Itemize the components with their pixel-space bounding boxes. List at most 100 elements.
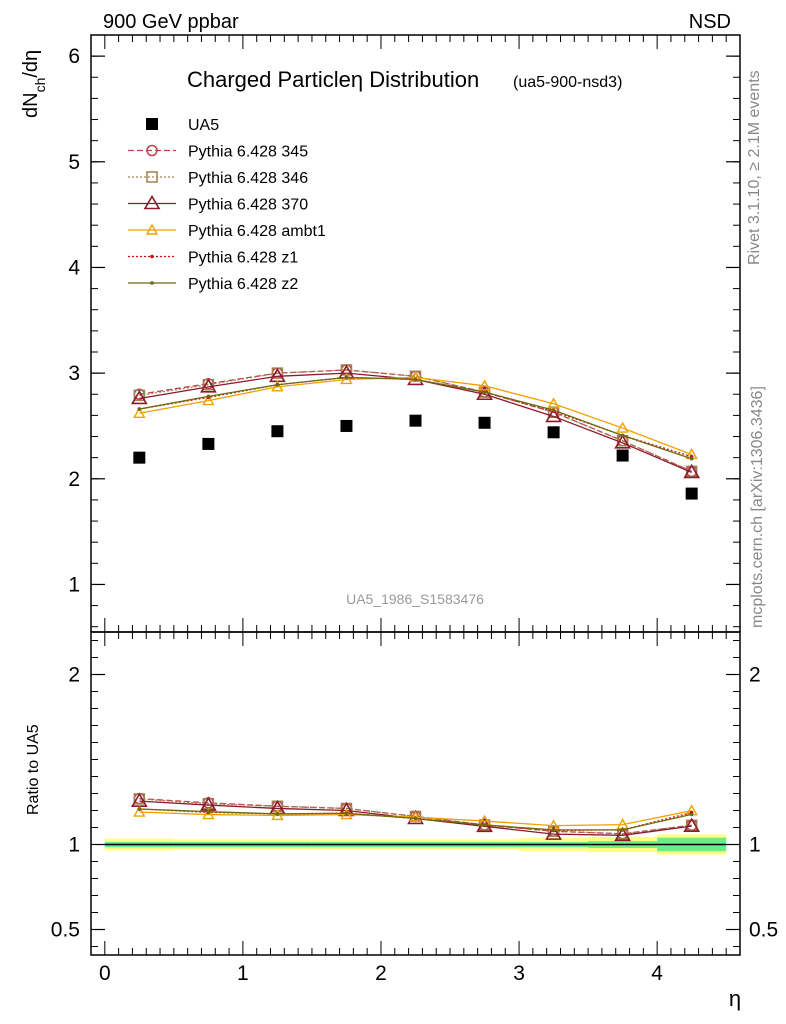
main-y-tick-label: 5 bbox=[68, 151, 80, 174]
main-y-axis: 1 2 3 4 5 6 bbox=[68, 35, 741, 632]
main-point bbox=[271, 425, 284, 438]
ratio-y-tick-label: 0.5 bbox=[51, 919, 80, 942]
main-point bbox=[478, 416, 491, 429]
legend-entry: Pythia 6.428 z1 bbox=[128, 250, 298, 267]
ratio-point bbox=[344, 811, 349, 816]
main-panel: 1 2 3 4 5 6 Charged Particleη Distribution (u… bbox=[20, 34, 741, 633]
chart-subtitle: (ua5-900-nsd3) bbox=[513, 74, 622, 91]
legend-label: UA5 bbox=[188, 117, 219, 134]
ratio-point bbox=[133, 805, 146, 817]
main-y-tick-label: 6 bbox=[68, 45, 80, 68]
ratio-y-axis-label: Ratio to UA5 bbox=[25, 724, 42, 815]
main-point bbox=[685, 487, 698, 500]
ratio-y-tick-label: 1 bbox=[68, 834, 80, 857]
main-series-group bbox=[130, 364, 701, 500]
x-tick-label: 1 bbox=[237, 962, 249, 985]
legend-marker bbox=[143, 194, 161, 210]
main-point bbox=[340, 373, 353, 385]
ratio-axes: 0.5 0.5 1 1 2 2 0 1 2 3 4 bbox=[51, 632, 778, 985]
main-point bbox=[683, 463, 701, 479]
main-point bbox=[206, 394, 211, 399]
x-tick-label: 2 bbox=[375, 962, 387, 985]
legend-marker bbox=[146, 118, 158, 130]
main-point bbox=[547, 426, 560, 439]
main-point bbox=[202, 394, 215, 406]
legend-label: Pythia 6.428 345 bbox=[188, 144, 308, 161]
analysis-watermark: UA5_1986_S1583476 bbox=[346, 591, 484, 607]
ratio-point bbox=[683, 817, 701, 832]
x-tick-label: 0 bbox=[99, 962, 111, 985]
legend-entry: Pythia 6.428 345 bbox=[128, 144, 308, 161]
main-series-line-1 bbox=[139, 369, 692, 472]
main-point bbox=[133, 451, 146, 464]
ratio-y-tick-label-right: 0.5 bbox=[749, 919, 778, 942]
legend: UA5 Pythia 6.428 345 Pythia 6.428 346 Pythi… bbox=[128, 117, 326, 293]
main-point bbox=[616, 421, 629, 433]
rivet-version-label: Rivet 3.1.10, ≥ 2.1M events bbox=[746, 70, 763, 265]
main-point bbox=[620, 433, 625, 438]
ratio-point bbox=[137, 807, 142, 811]
ratio-panel: 0.5 0.5 1 1 2 2 0 1 2 3 4 Ratio to UA5 η bbox=[25, 631, 778, 1011]
main-point bbox=[551, 408, 556, 412]
main-point bbox=[344, 375, 349, 380]
legend-entry: Pythia 6.428 z2 bbox=[128, 276, 298, 293]
legend-marker bbox=[145, 223, 159, 235]
main-point bbox=[616, 449, 629, 462]
ratio-frame bbox=[90, 631, 741, 956]
ratio-point bbox=[409, 810, 422, 822]
main-point bbox=[545, 407, 562, 423]
uncertainty-bands bbox=[104, 834, 727, 855]
ratio-point bbox=[620, 828, 625, 832]
main-point bbox=[547, 397, 560, 409]
main-point bbox=[133, 406, 146, 418]
ratio-point bbox=[482, 823, 487, 827]
ratio-series-group bbox=[130, 792, 701, 842]
main-point bbox=[340, 419, 353, 432]
main-point bbox=[614, 434, 632, 449]
main-point bbox=[478, 379, 491, 391]
legend-label: Pythia 6.428 ambt1 bbox=[188, 223, 326, 240]
main-y-axis-label: dNch/dη bbox=[20, 50, 48, 118]
ratio-point bbox=[202, 808, 215, 820]
main-series-line-4 bbox=[139, 376, 692, 456]
main-point bbox=[137, 407, 142, 411]
main-point bbox=[275, 382, 280, 387]
legend-label: Pythia 6.428 370 bbox=[188, 197, 308, 214]
ratio-point bbox=[545, 825, 562, 840]
legend-label: Pythia 6.428 z2 bbox=[188, 276, 298, 293]
header-process-label: NSD bbox=[689, 11, 731, 33]
ratio-y-tick-label-right: 1 bbox=[749, 834, 761, 857]
ratio-point bbox=[206, 809, 211, 814]
legend-entry: Pythia 6.428 346 bbox=[128, 170, 308, 187]
main-point bbox=[409, 370, 422, 383]
main-point bbox=[413, 377, 418, 382]
x-tick-label: 3 bbox=[513, 962, 525, 985]
main-y-tick-label: 2 bbox=[68, 468, 80, 491]
ratio-point bbox=[271, 808, 284, 821]
header-energy-label: 900 GeV ppbar bbox=[103, 11, 239, 33]
legend-marker bbox=[150, 281, 154, 285]
ratio-series-line-1 bbox=[139, 798, 692, 835]
x-axis-label: η bbox=[729, 986, 741, 1011]
main-y-tick-label: 3 bbox=[68, 362, 80, 385]
main-point bbox=[482, 390, 487, 394]
legend-marker bbox=[150, 254, 154, 259]
legend-label: Pythia 6.428 z1 bbox=[188, 250, 298, 267]
main-y-tick-label: 4 bbox=[68, 256, 80, 279]
main-point bbox=[202, 437, 215, 450]
legend-entry: UA5 bbox=[146, 117, 219, 134]
main-point bbox=[409, 414, 422, 427]
main-point bbox=[271, 380, 284, 392]
ratio-point bbox=[551, 828, 556, 832]
legend-entry: Pythia 6.428 ambt1 bbox=[128, 223, 326, 240]
main-point bbox=[199, 378, 217, 393]
ratio-y-tick-label-right: 2 bbox=[749, 664, 761, 687]
chart-title: Charged Particleη Distribution bbox=[187, 67, 479, 92]
legend-marker bbox=[146, 171, 158, 183]
ratio-point bbox=[275, 812, 280, 816]
legend-entry: Pythia 6.428 370 bbox=[128, 194, 308, 214]
ratio-point bbox=[689, 812, 694, 817]
main-series-line-2 bbox=[139, 369, 692, 472]
ratio-point bbox=[338, 801, 355, 817]
